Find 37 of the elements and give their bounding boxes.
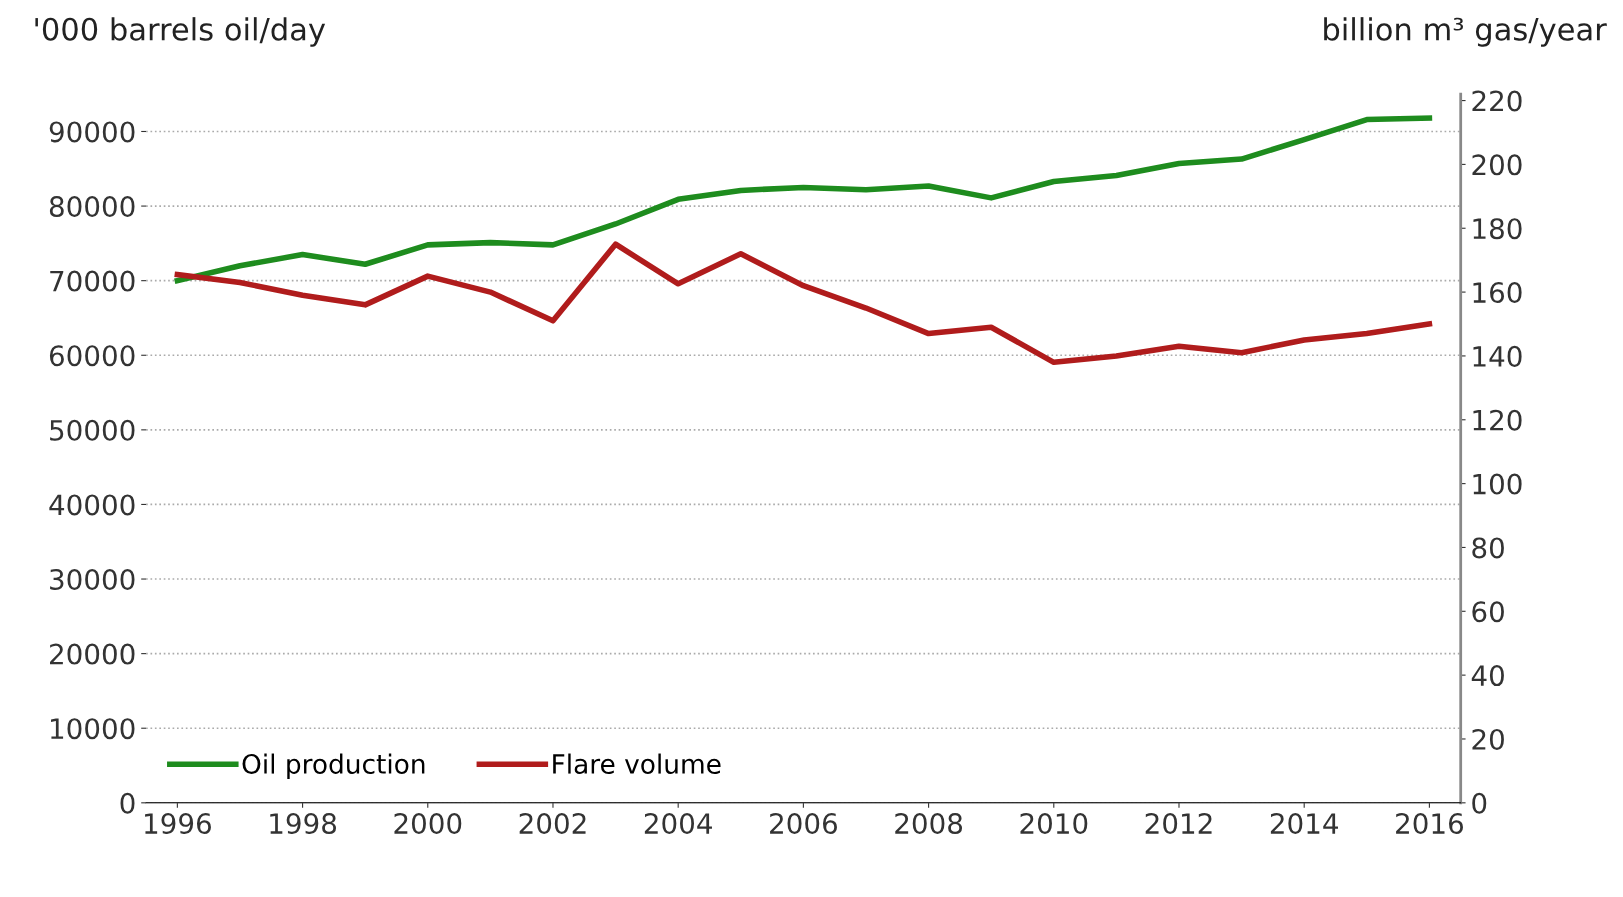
y2-tick-label: 20 [1472,728,1504,750]
y-tick-label: 40000 [49,494,135,516]
y2-tick-label: 100 [1473,473,1522,495]
y-tick-label: 60000 [49,345,135,367]
x-tick-label: 2012 [1145,813,1212,835]
legend-label: Oil production [242,753,425,780]
y-tick-label: 10000 [51,718,135,740]
y2-tick-label: 160 [1473,282,1522,304]
y-tick-label: 50000 [50,419,135,441]
x-tick-label: 2002 [519,813,586,835]
x-tick-label: 2000 [394,813,462,835]
y2-tick-label: 40 [1471,665,1504,687]
x-tick-label: 1998 [270,813,337,835]
legend-label: Flare volume [553,753,721,774]
y2-axis-title: billion m³ gas/year [1324,17,1607,47]
x-tick-label: 2008 [895,813,963,835]
x-tick-label: 2010 [1020,813,1088,835]
y-axis-title: '000 barrels oil/day [35,17,326,47]
y-tick-label: 90000 [49,121,135,143]
y2-tick-label: 140 [1473,345,1522,367]
y-tick-label: 80000 [49,196,135,218]
y-tick-label: 30000 [50,568,135,590]
y2-tick-label: 220 [1472,90,1522,112]
y2-tick-label: 200 [1472,154,1522,176]
y2-tick-label: 60 [1472,601,1504,623]
x-tick-label: 2004 [644,813,712,835]
y2-tick-label: 0 [1472,792,1487,814]
x-tick-label: 2014 [1270,813,1338,835]
x-tick-label: 1996 [145,813,211,835]
x-tick-label: 2016 [1396,813,1463,835]
y2-tick-label: 80 [1472,537,1504,559]
y-tick-label: 0 [120,792,135,814]
y2-tick-label: 120 [1473,409,1522,431]
y-tick-label: 70000 [50,270,135,292]
x-tick-label: 2006 [770,813,837,835]
y-tick-label: 20000 [50,643,135,665]
y2-tick-label: 180 [1473,218,1522,240]
